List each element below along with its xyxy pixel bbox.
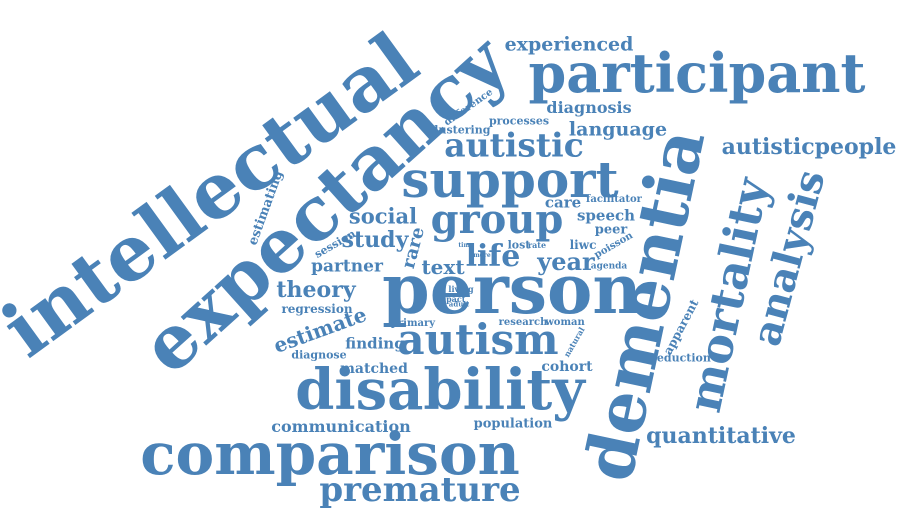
word-peer: peer	[594, 222, 628, 238]
word-study: study	[341, 227, 409, 253]
word-comparison: comparison	[140, 420, 520, 488]
word-autisticpeople: autisticpeople	[721, 134, 897, 160]
word-processes: processes	[488, 114, 550, 128]
word-partner: partner	[311, 256, 383, 277]
word-agenda: agenda	[590, 261, 628, 272]
word-premature: premature	[319, 470, 521, 510]
word-quantitative: quantitative	[646, 423, 796, 449]
word-facilitator: facilitator	[586, 194, 642, 205]
word-woman: woman	[545, 317, 585, 328]
word-group: group	[430, 196, 564, 243]
word-language: language	[568, 118, 668, 141]
word-living: living	[448, 284, 474, 294]
word-theory: theory	[276, 277, 356, 303]
word-more: more	[473, 252, 491, 259]
word-primary: primary	[390, 318, 436, 329]
word-support: support	[401, 150, 619, 209]
word-autism: autism	[397, 315, 559, 364]
word-text: text	[421, 255, 465, 279]
word-natural: natural	[561, 325, 587, 359]
word-speech: speech	[576, 206, 636, 225]
word-social: social	[348, 203, 418, 229]
word-impact: impact	[434, 294, 466, 304]
word-population: population	[473, 416, 553, 432]
word-reduction: reduction	[651, 351, 711, 365]
word-adult: adult	[448, 299, 470, 309]
word-participant: participant	[528, 41, 866, 105]
word-rate: rate	[527, 240, 547, 250]
word-lost: lost	[507, 238, 531, 252]
word-clustering: clustering	[427, 123, 491, 137]
word-experienced: experienced	[504, 33, 634, 56]
word-disability: disability	[295, 357, 585, 423]
word-finding: finding	[345, 334, 405, 353]
word-cohort: cohort	[541, 359, 593, 375]
word-diagnose: diagnose	[291, 348, 347, 362]
word-care: care	[544, 193, 582, 212]
word-time: time	[458, 242, 474, 249]
word-regression: regression	[281, 302, 353, 316]
word-year: year	[537, 247, 595, 276]
word-research: research	[498, 317, 548, 328]
word-diagnosis: diagnosis	[546, 98, 632, 117]
word-liwc: liwc	[569, 238, 597, 252]
word-communication: communication	[271, 417, 411, 436]
word-matched: matched	[340, 361, 408, 377]
word-person: person	[382, 250, 642, 330]
word-life: life	[465, 239, 521, 274]
word-autistic: autistic	[444, 125, 584, 165]
